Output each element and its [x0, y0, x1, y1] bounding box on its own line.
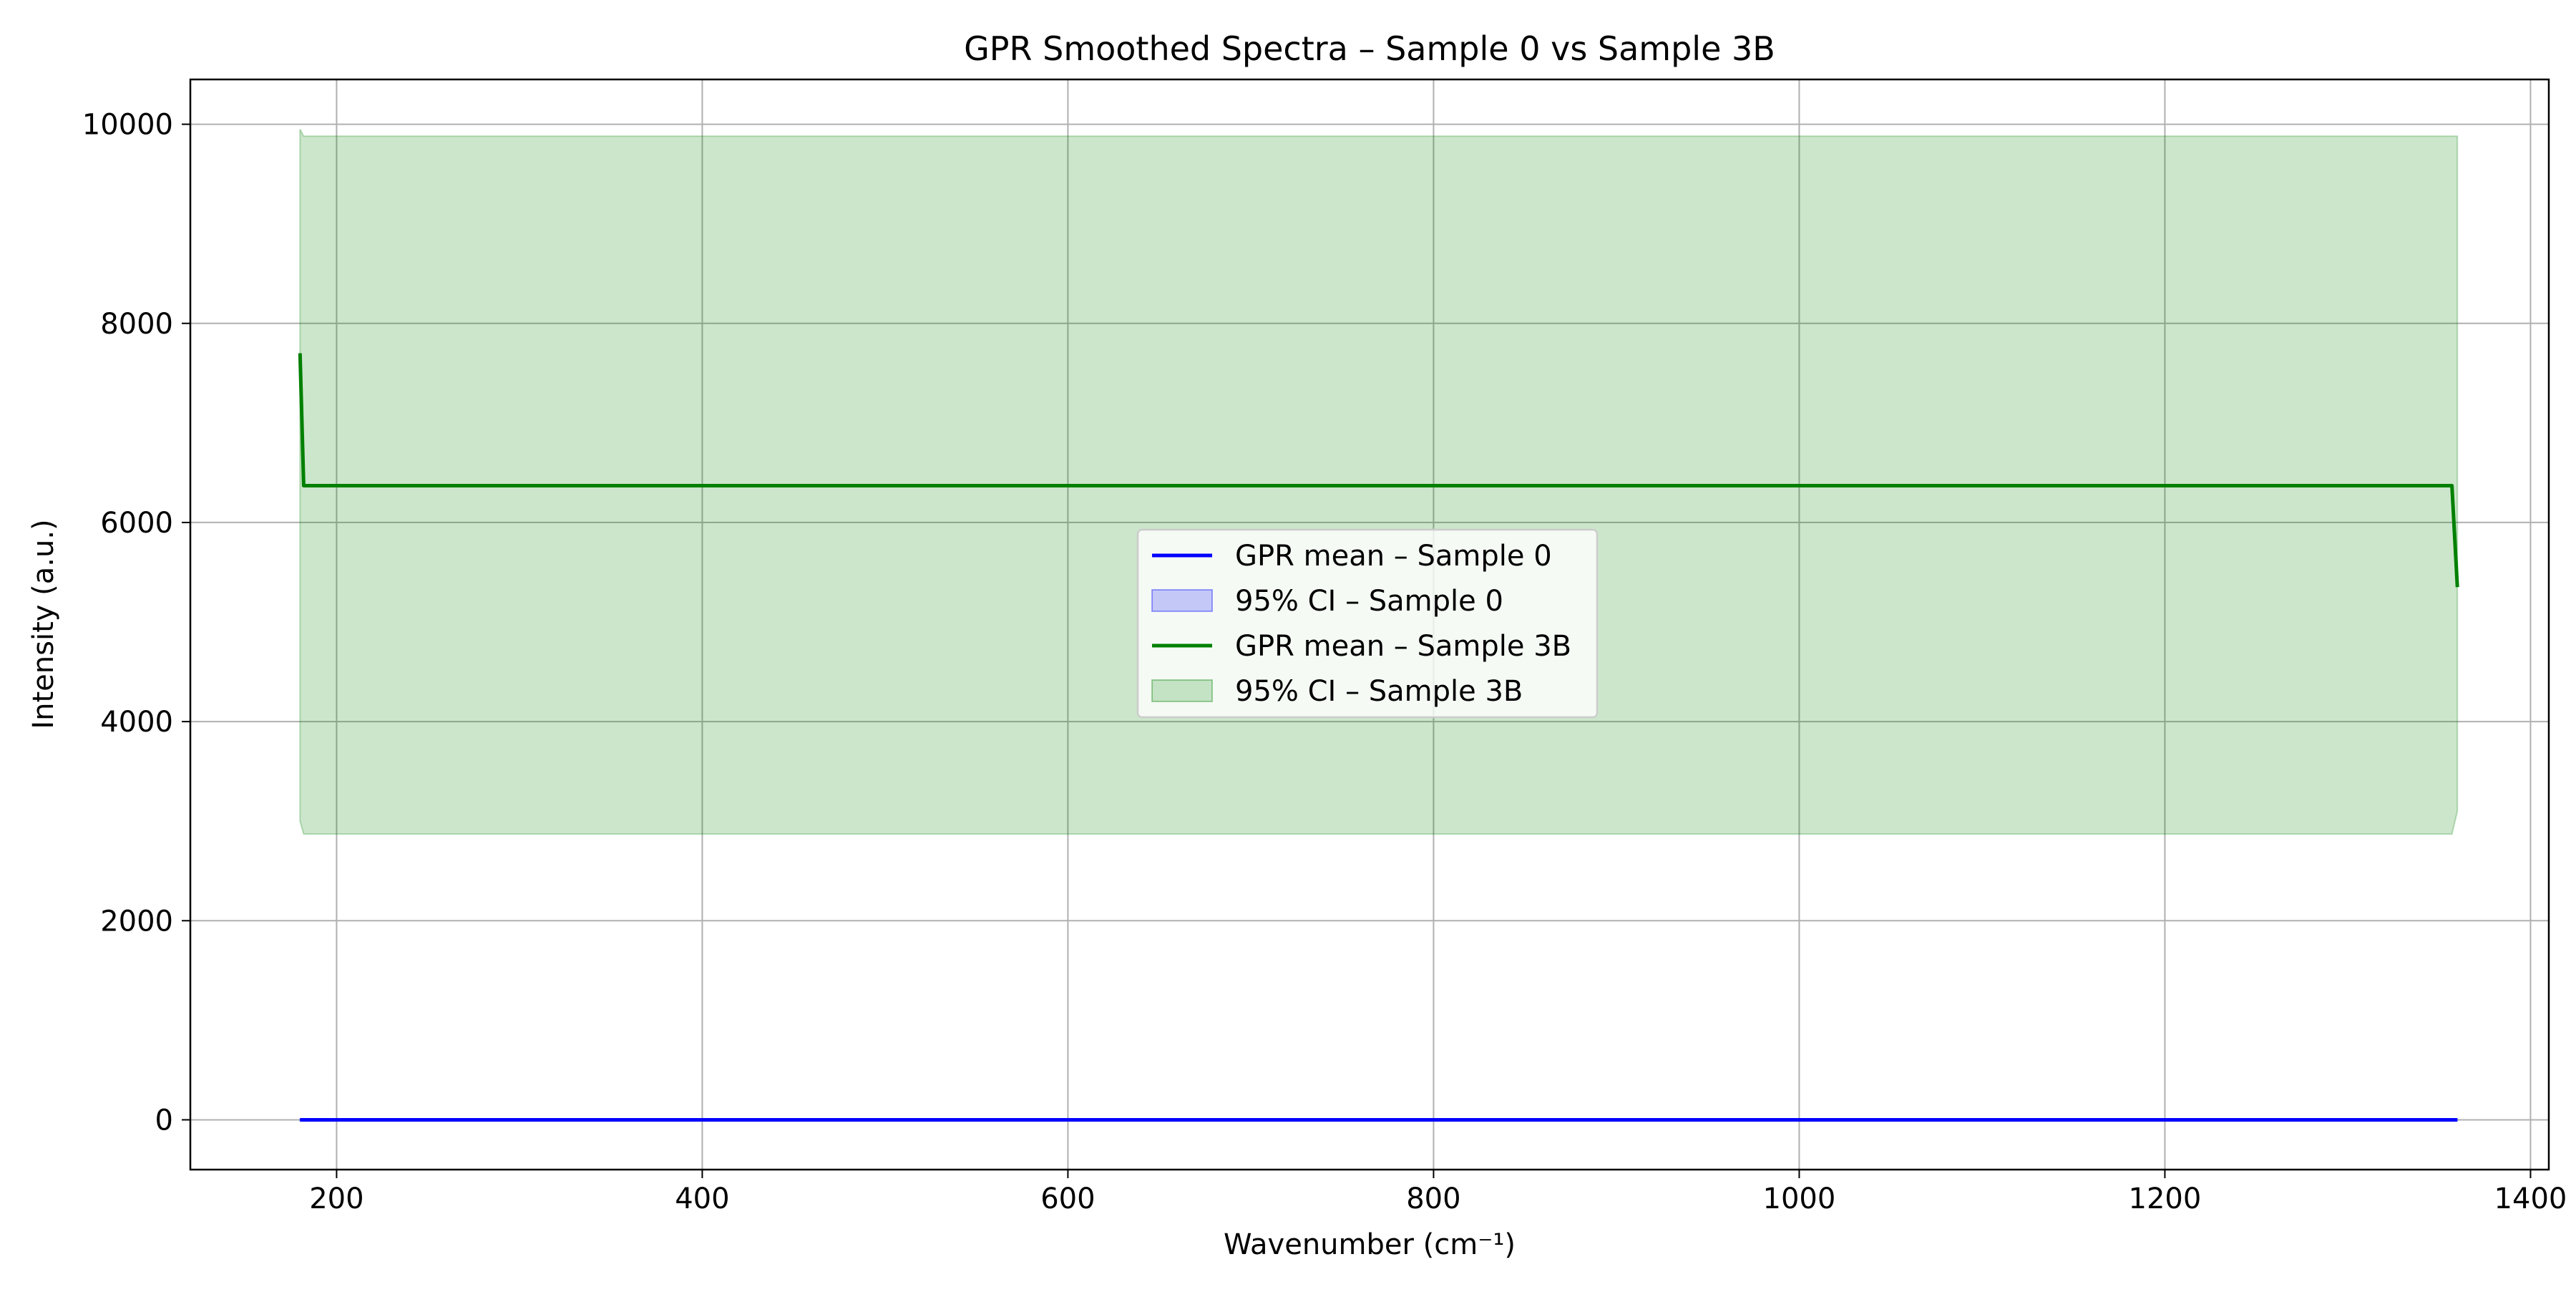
x-tick-label: 1200 — [2129, 1182, 2202, 1215]
y-tick-label: 6000 — [100, 507, 173, 540]
chart-title: GPR Smoothed Spectra – Sample 0 vs Sampl… — [964, 29, 1775, 68]
y-axis-ticks: 0 2000 4000 6000 8000 10000 — [82, 109, 190, 1137]
x-tick-label: 1400 — [2494, 1182, 2567, 1215]
x-tick-label: 400 — [675, 1182, 729, 1215]
mean-lines — [298, 353, 2459, 1122]
ci-band-95-ci-sample-3b — [299, 129, 2459, 835]
legend-label-ci-sample-0: 95% CI – Sample 0 — [1235, 585, 1503, 618]
y-tick-label: 0 — [155, 1104, 173, 1137]
y-tick-label: 8000 — [100, 308, 173, 341]
x-axis-ticks: 200 400 600 800 1000 1200 1400 — [309, 1170, 2567, 1215]
y-tick-label: 10000 — [82, 109, 173, 142]
y-tick-label: 2000 — [100, 905, 173, 938]
legend: GPR mean – Sample 0 95% CI – Sample 0 GP… — [1136, 528, 1599, 719]
x-tick-label: 600 — [1040, 1182, 1095, 1215]
legend-swatch-band-sample-3b — [1151, 679, 1213, 702]
legend-label-mean-sample-0: GPR mean – Sample 0 — [1235, 540, 1552, 573]
x-tick-label: 200 — [309, 1182, 364, 1215]
plot-frame — [189, 78, 2550, 1171]
x-axis-label: Wavenumber (cm⁻¹) — [1224, 1228, 1516, 1261]
x-tick-label: 1000 — [1763, 1182, 1836, 1215]
y-axis-label: Intensity (a.u.) — [27, 519, 60, 729]
legend-swatch-band-sample-0 — [1151, 589, 1213, 612]
x-tick-label: 800 — [1406, 1182, 1460, 1215]
legend-box — [1136, 528, 1599, 719]
legend-label-ci-sample-3b: 95% CI – Sample 3B — [1235, 675, 1523, 708]
y-tick-label: 4000 — [100, 706, 173, 739]
mean-line-gpr-mean-sample-3b — [298, 353, 2459, 588]
legend-label-mean-sample-3b: GPR mean – Sample 3B — [1235, 630, 1571, 663]
